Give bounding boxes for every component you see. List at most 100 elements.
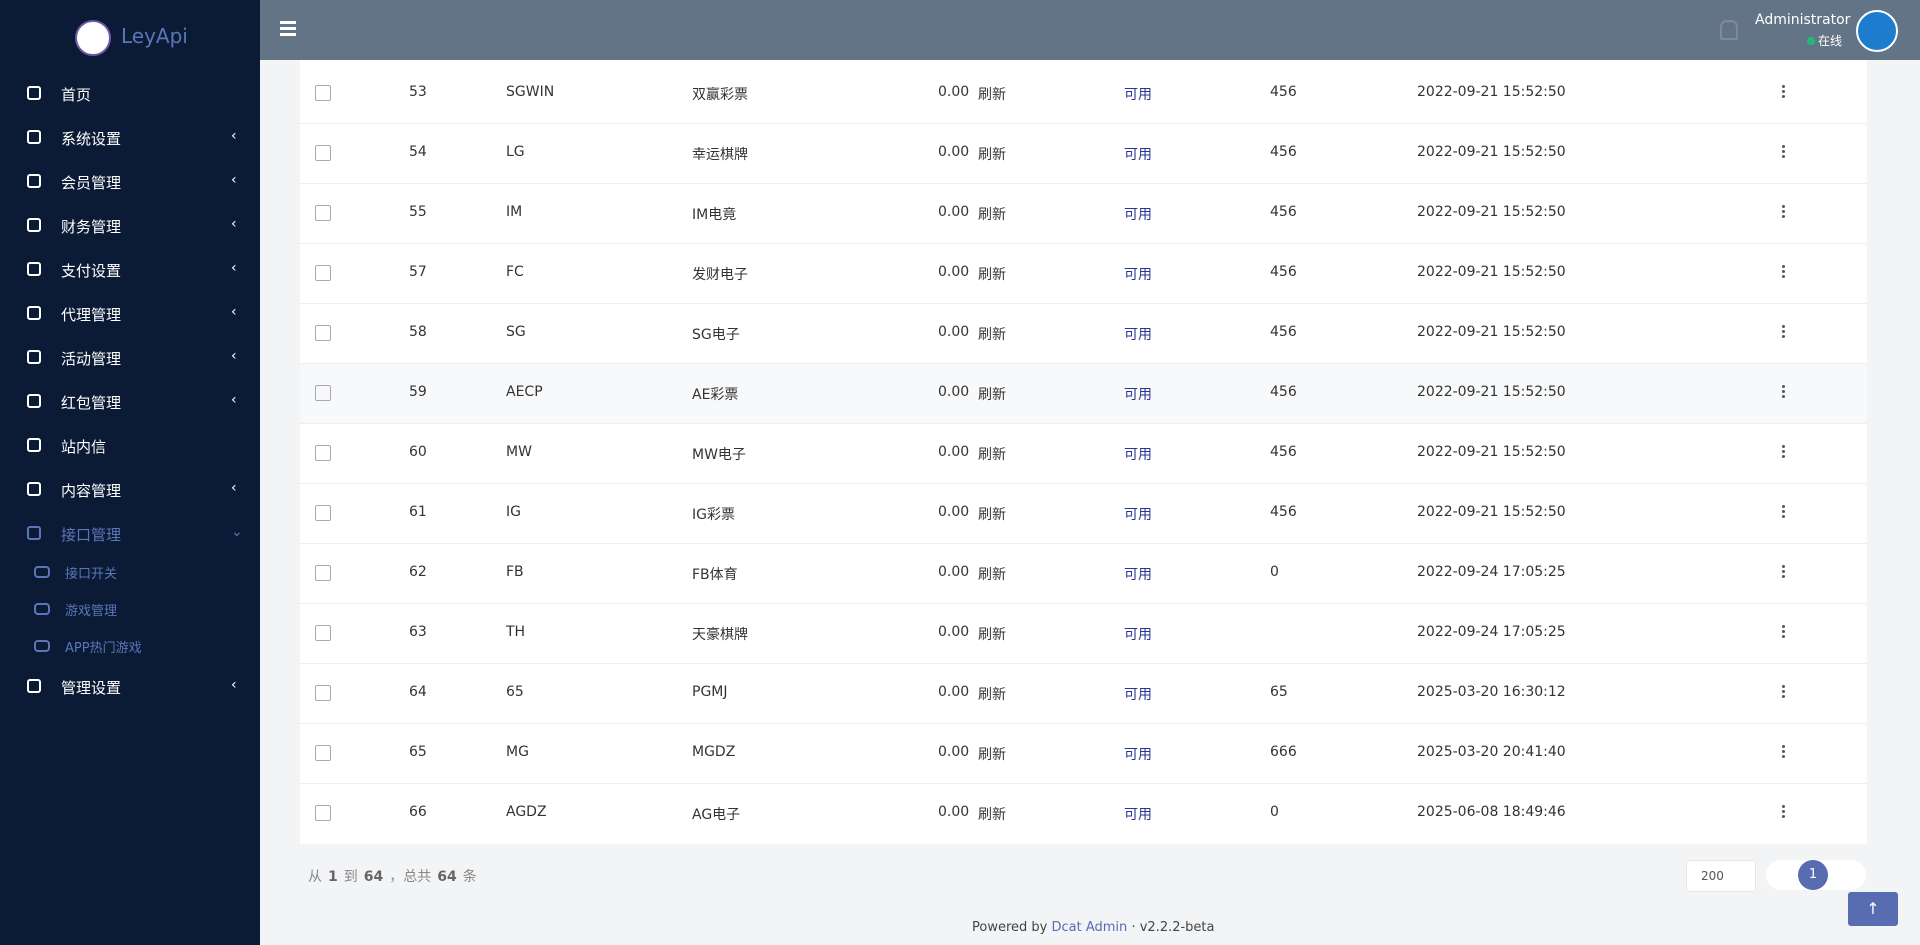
version: v2.2.2-beta	[1139, 920, 1215, 935]
checkbox[interactable]	[315, 205, 331, 221]
cell: 0.00	[938, 564, 970, 580]
per-page-select[interactable]: 200	[1686, 860, 1756, 892]
cell: 0.00	[938, 504, 970, 520]
row-actions[interactable]	[1782, 745, 1785, 748]
menu-item[interactable]: 首页	[61, 86, 92, 104]
menu-item[interactable]: 支付设置	[61, 262, 122, 280]
checkbox[interactable]	[315, 325, 331, 341]
cell: 2022-09-21 15:52:50	[1417, 84, 1566, 100]
row-actions[interactable]	[1782, 85, 1785, 88]
summary-part: 1	[328, 869, 338, 885]
menu-item[interactable]: 站内信	[61, 438, 107, 456]
menu-arrow: ‹	[231, 304, 237, 320]
menu-item[interactable]: 财务管理	[61, 218, 122, 236]
cell: 0.00	[938, 744, 970, 760]
submenu-icon	[34, 566, 50, 578]
cell[interactable]: 刷新	[978, 567, 1006, 583]
row-divider	[300, 363, 1867, 364]
cell[interactable]: 刷新	[978, 507, 1006, 523]
row-actions[interactable]	[1782, 505, 1785, 508]
row-divider	[300, 663, 1867, 664]
row-actions[interactable]	[1782, 565, 1785, 568]
row-actions[interactable]	[1782, 385, 1785, 388]
menu-item[interactable]: 红包管理	[61, 394, 122, 412]
cell[interactable]: 刷新	[978, 627, 1006, 643]
cell[interactable]: 刷新	[978, 687, 1006, 703]
cell: 天豪棋牌	[692, 627, 748, 643]
checkbox[interactable]	[315, 565, 331, 581]
page-current[interactable]: 1	[1798, 860, 1828, 890]
cell: TH	[506, 624, 526, 640]
menu-item[interactable]: 系统设置	[61, 130, 122, 148]
row-actions[interactable]	[1782, 265, 1785, 268]
menu-icon	[27, 174, 41, 188]
cell: IG彩票	[692, 507, 735, 523]
header: Administrator 在线	[260, 0, 1920, 60]
row-divider	[300, 723, 1867, 724]
bell[interactable]	[1720, 20, 1738, 40]
checkbox[interactable]	[315, 625, 331, 641]
checkbox[interactable]	[315, 445, 331, 461]
user-name[interactable]: Administrator	[1755, 12, 1851, 28]
cell: 可用	[1124, 687, 1152, 703]
checkbox[interactable]	[315, 85, 331, 101]
cell: IM	[506, 204, 523, 220]
checkbox[interactable]	[315, 805, 331, 821]
checkbox[interactable]	[315, 685, 331, 701]
row-actions[interactable]	[1782, 445, 1785, 448]
checkbox[interactable]	[315, 385, 331, 401]
submenu-item[interactable]: 接口开关	[65, 567, 118, 582]
menu-toggle[interactable]	[280, 21, 296, 24]
submenu-item[interactable]: APP热门游戏	[65, 641, 142, 656]
checkbox[interactable]	[315, 265, 331, 281]
checkbox[interactable]	[315, 505, 331, 521]
row-actions[interactable]	[1782, 685, 1785, 688]
menu-icon	[27, 482, 41, 496]
cell: 66	[409, 804, 427, 820]
cell: 456	[1270, 264, 1297, 280]
checkbox[interactable]	[315, 145, 331, 161]
menu-arrow: ‹	[231, 172, 237, 188]
cell[interactable]: 刷新	[978, 147, 1006, 163]
cell[interactable]: 刷新	[978, 267, 1006, 283]
brand[interactable]: Dcat Admin	[1051, 920, 1128, 935]
cell: SG电子	[692, 327, 740, 343]
menu-item[interactable]: 会员管理	[61, 174, 122, 192]
cell: 2022-09-21 15:52:50	[1417, 444, 1566, 460]
cell: SG	[506, 324, 526, 340]
cell: 456	[1270, 84, 1297, 100]
menu-item[interactable]: 接口管理	[61, 526, 122, 544]
cell[interactable]: 刷新	[978, 327, 1006, 343]
row-actions[interactable]	[1782, 805, 1785, 808]
menu-item[interactable]: 活动管理	[61, 350, 122, 368]
per-page: 200	[1701, 869, 1724, 883]
submenu-item[interactable]: 游戏管理	[65, 604, 118, 619]
row-actions[interactable]	[1782, 625, 1785, 628]
cell: 57	[409, 264, 427, 280]
row-actions[interactable]	[1782, 145, 1785, 148]
cell[interactable]: 刷新	[978, 207, 1006, 223]
cell: 可用	[1124, 567, 1152, 583]
checkbox[interactable]	[315, 745, 331, 761]
cell: 64	[409, 684, 427, 700]
summary-part: ，总共	[389, 869, 432, 885]
menu-arrow: ‹	[231, 348, 237, 364]
cell: 456	[1270, 444, 1297, 460]
menu-icon	[27, 86, 41, 100]
cell[interactable]: 刷新	[978, 87, 1006, 103]
menu-icon	[27, 130, 41, 144]
menu-item[interactable]: 内容管理	[61, 482, 122, 500]
user-status: 在线	[1818, 34, 1843, 48]
cell[interactable]: 刷新	[978, 807, 1006, 823]
menu-item[interactable]: 代理管理	[61, 306, 122, 324]
menu-item[interactable]: 管理设置	[61, 679, 122, 697]
cell: 可用	[1124, 267, 1152, 283]
avatar[interactable]	[1856, 10, 1898, 52]
cell[interactable]: 刷新	[978, 447, 1006, 463]
back-to-top[interactable]: ↑	[1848, 892, 1898, 926]
row-actions[interactable]	[1782, 325, 1785, 328]
cell: LG	[506, 144, 525, 160]
row-actions[interactable]	[1782, 205, 1785, 208]
cell[interactable]: 刷新	[978, 747, 1006, 763]
cell[interactable]: 刷新	[978, 387, 1006, 403]
